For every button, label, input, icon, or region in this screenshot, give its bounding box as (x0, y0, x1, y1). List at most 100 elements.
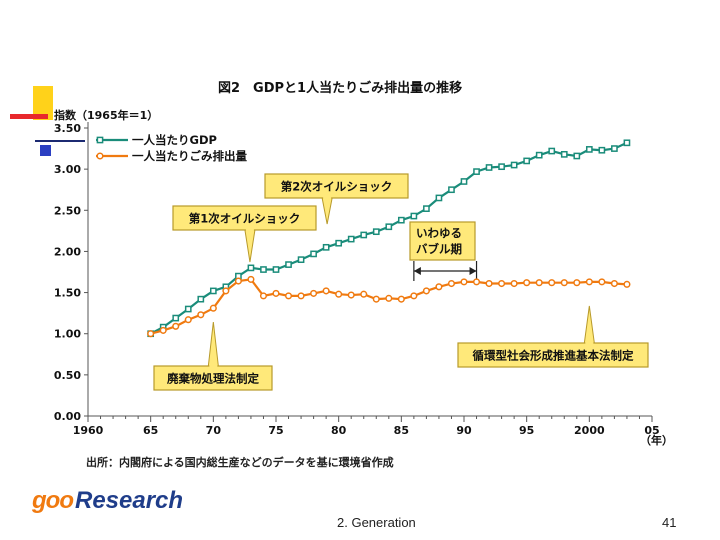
slide-deco-yellow-square (33, 86, 53, 120)
data-point (460, 178, 468, 185)
data-point (448, 186, 455, 194)
data-point (247, 275, 255, 283)
x-tick-label: 2000 (574, 424, 605, 437)
callout-box (153, 365, 273, 391)
callout: 第2次オイルショック (264, 173, 409, 225)
data-point (347, 235, 355, 243)
data-point (410, 292, 418, 300)
data-point (159, 326, 167, 334)
bracket-arrow-right (469, 267, 477, 275)
data-point (423, 205, 430, 212)
data-point (172, 322, 180, 330)
data-point (510, 279, 518, 288)
data-point (184, 305, 192, 313)
data-point (372, 228, 380, 236)
goo-research-logo: gooResearch (32, 487, 183, 515)
callout: 廃棄物処理法制定 (153, 321, 273, 391)
data-point (247, 264, 255, 272)
y-tick-label: 1.50 (54, 287, 81, 300)
x-tick-label: 70 (206, 424, 222, 437)
callout-label: いわゆる (416, 226, 462, 240)
data-point (347, 291, 355, 299)
data-point (297, 256, 305, 264)
callout-pointer (321, 197, 333, 225)
data-point (611, 145, 618, 152)
data-point (523, 279, 531, 287)
slide-deco-line (35, 140, 85, 142)
x-tick-label: 95 (519, 424, 534, 437)
data-point (360, 290, 368, 298)
data-point (297, 292, 305, 300)
data-point (535, 151, 543, 159)
data-point (335, 290, 343, 298)
data-point (510, 161, 518, 169)
data-point (397, 295, 405, 303)
legend-item-waste: 一人当たりごみ排出量 (96, 149, 247, 163)
data-point (209, 287, 217, 295)
data-point (548, 279, 556, 287)
data-point (623, 280, 631, 288)
logo-research: Research (74, 487, 184, 514)
x-tick-label: 65 (143, 424, 158, 437)
data-point (498, 163, 505, 171)
data-point (610, 279, 618, 288)
callout-pointer (207, 321, 219, 367)
x-tick-label: 75 (268, 424, 283, 437)
data-point (623, 139, 631, 147)
x-tick-label: 90 (456, 424, 472, 437)
footer-section-title: 2. Generation (337, 515, 416, 530)
x-tick-label: 1960 (73, 424, 104, 437)
data-point (598, 278, 606, 286)
x-tick-label: 85 (394, 424, 409, 437)
data-point (585, 278, 593, 286)
data-point (385, 223, 393, 231)
legend-label: 一人当たりごみ排出量 (132, 149, 247, 163)
callout: 第1次オイルショック (172, 205, 317, 263)
series-line (150, 141, 628, 335)
data-point (548, 147, 556, 155)
y-tick-label: 1.00 (54, 328, 81, 341)
data-point (322, 243, 330, 251)
data-point (573, 279, 581, 287)
data-point (535, 279, 543, 287)
data-point (284, 292, 293, 300)
y-tick-label: 3.00 (54, 163, 81, 176)
legend: 一人当たりGDP 一人当たりごみ排出量 (96, 133, 247, 163)
logo-goo: goo (32, 487, 74, 514)
data-point (473, 168, 480, 175)
callout-label: 第1次オイルショック (189, 212, 301, 226)
callout-box (172, 205, 317, 231)
data-point (435, 283, 443, 291)
data-point (285, 261, 292, 268)
page-number: 41 (662, 515, 677, 530)
series-gdp (147, 139, 631, 338)
data-point (184, 316, 192, 324)
y-tick-label: 0.00 (54, 410, 81, 423)
callout-label: 循環型社会形成推進基本法制定 (472, 349, 634, 363)
data-point (560, 150, 568, 158)
callout-box (409, 221, 476, 261)
data-point (310, 250, 317, 258)
data-point (259, 292, 268, 300)
bracket-arrow-left (413, 267, 421, 275)
data-point (310, 289, 318, 297)
legend-item-gdp: 一人当たりGDP (96, 133, 217, 147)
y-axis-label: 指数（1965年＝1） (54, 108, 158, 122)
data-point (422, 287, 430, 295)
data-point (197, 311, 205, 319)
legend-marker (96, 136, 104, 144)
series-waste (147, 275, 631, 338)
data-point (172, 314, 180, 322)
x-tick-label: 80 (331, 424, 347, 437)
y-tick-label: 0.50 (54, 369, 81, 382)
x-axis-label: （年） (640, 433, 673, 447)
chart-title: 図2 GDPと1人当たりごみ排出量の推移 (218, 80, 462, 96)
axes: 0.00 0.50 1.00 1.50 2.00 2.50 3.00 3.50 1960 65 70… (54, 122, 660, 437)
callout: 循環型社会形成推進基本法制定 (457, 305, 649, 368)
data-point (272, 266, 280, 273)
series-layer (147, 139, 631, 338)
data-point (447, 279, 456, 288)
data-point (385, 294, 393, 302)
